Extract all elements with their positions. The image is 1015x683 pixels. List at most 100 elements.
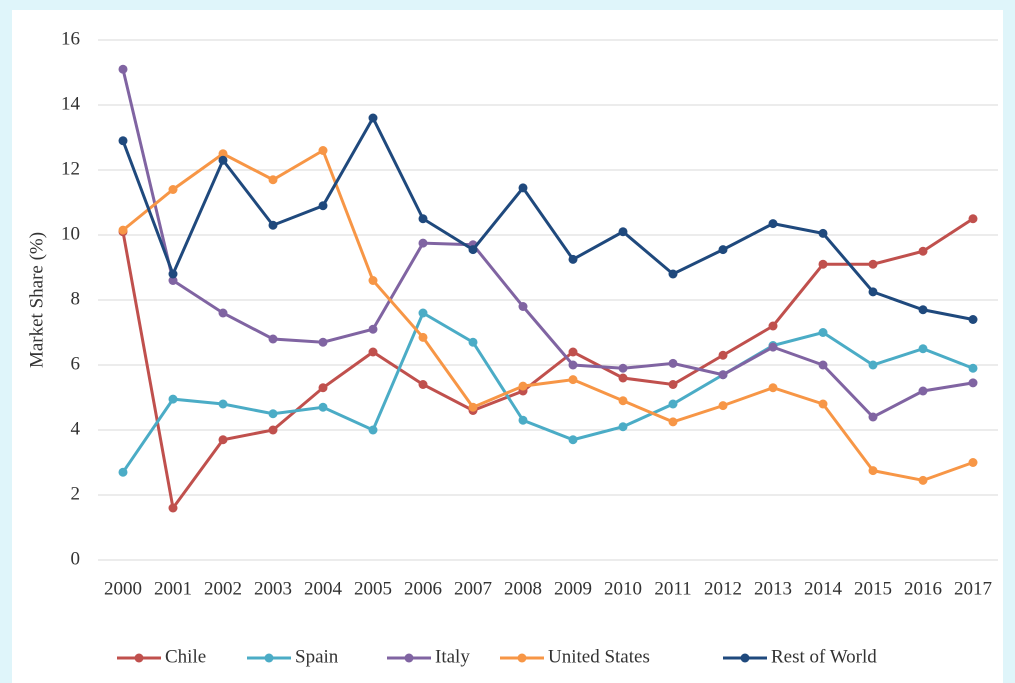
y-tick-label: 12 bbox=[61, 158, 80, 179]
data-point bbox=[518, 302, 528, 311]
data-point bbox=[718, 245, 728, 255]
data-point bbox=[618, 373, 628, 383]
data-point bbox=[568, 435, 578, 445]
data-point bbox=[318, 402, 328, 412]
data-point bbox=[468, 402, 478, 412]
data-point bbox=[818, 228, 828, 238]
data-point bbox=[318, 337, 328, 347]
x-tick-label: 2007 bbox=[454, 578, 492, 599]
x-tick-label: 2006 bbox=[404, 578, 442, 599]
data-point bbox=[968, 214, 978, 224]
data-point bbox=[418, 214, 428, 224]
data-point bbox=[768, 342, 778, 352]
y-tick-label: 16 bbox=[61, 28, 80, 49]
legend-label: Chile bbox=[165, 646, 206, 667]
data-point bbox=[268, 334, 278, 344]
series-line bbox=[121, 114, 974, 321]
y-tick-label: 0 bbox=[71, 548, 81, 569]
x-tick-label: 2001 bbox=[154, 578, 192, 599]
data-point bbox=[168, 276, 178, 285]
chart-area bbox=[12, 10, 1003, 683]
y-tick-label: 6 bbox=[71, 353, 81, 374]
x-tick-label: 2015 bbox=[854, 578, 892, 599]
data-point bbox=[718, 401, 728, 411]
data-point bbox=[918, 386, 928, 396]
data-point bbox=[268, 175, 278, 185]
data-point bbox=[318, 383, 328, 393]
data-point bbox=[118, 467, 128, 477]
data-point bbox=[468, 245, 478, 255]
data-point bbox=[818, 328, 828, 337]
legend-marker bbox=[517, 653, 527, 663]
x-tick-label: 2010 bbox=[604, 578, 642, 599]
data-point bbox=[118, 136, 128, 146]
x-tick-label: 2011 bbox=[654, 578, 691, 599]
data-point bbox=[268, 425, 278, 435]
data-point bbox=[668, 269, 678, 279]
data-point bbox=[168, 269, 178, 279]
series-line bbox=[121, 68, 974, 419]
data-point bbox=[618, 363, 628, 373]
x-tick-label: 2005 bbox=[354, 578, 392, 599]
data-point bbox=[968, 378, 978, 388]
data-point bbox=[968, 363, 978, 373]
data-point bbox=[868, 287, 878, 297]
data-point bbox=[668, 380, 678, 389]
legend-marker bbox=[134, 653, 144, 663]
legend-marker bbox=[404, 653, 414, 663]
legend-marker bbox=[740, 653, 750, 663]
data-point bbox=[918, 246, 928, 256]
data-point bbox=[968, 458, 978, 467]
legend-label: United States bbox=[548, 646, 650, 667]
data-point bbox=[918, 305, 928, 315]
data-point bbox=[868, 360, 878, 370]
data-point bbox=[218, 149, 228, 159]
data-point bbox=[568, 360, 578, 370]
x-tick-label: 2004 bbox=[304, 578, 343, 599]
legend-marker bbox=[264, 653, 274, 663]
data-point bbox=[518, 381, 528, 391]
data-point bbox=[818, 360, 828, 370]
data-point bbox=[418, 308, 428, 318]
data-point bbox=[218, 308, 228, 318]
y-tick-label: 10 bbox=[61, 223, 80, 244]
data-point bbox=[768, 383, 778, 393]
data-point bbox=[318, 201, 328, 211]
x-tick-label: 2003 bbox=[254, 578, 292, 599]
x-tick-label: 2014 bbox=[804, 578, 843, 599]
data-point bbox=[618, 227, 628, 237]
series-line bbox=[121, 310, 974, 474]
data-point bbox=[768, 219, 778, 229]
data-point bbox=[618, 422, 628, 432]
data-point bbox=[568, 375, 578, 385]
y-tick-label: 14 bbox=[61, 93, 81, 114]
data-point bbox=[718, 350, 728, 360]
data-point bbox=[718, 370, 728, 380]
data-point bbox=[418, 332, 428, 342]
data-point bbox=[118, 64, 128, 74]
x-tick-label: 2016 bbox=[904, 578, 942, 599]
data-point bbox=[368, 276, 378, 285]
data-point bbox=[818, 259, 828, 269]
data-point bbox=[368, 347, 378, 357]
data-point bbox=[418, 238, 428, 248]
data-point bbox=[668, 399, 678, 409]
y-tick-label: 8 bbox=[71, 288, 81, 309]
legend-label: Rest of World bbox=[771, 646, 877, 667]
data-point bbox=[118, 225, 128, 235]
x-tick-label: 2012 bbox=[704, 578, 742, 599]
data-point bbox=[368, 113, 378, 123]
y-axis-label: Market Share (%) bbox=[26, 232, 47, 368]
data-point bbox=[268, 409, 278, 419]
data-point bbox=[368, 425, 378, 435]
data-point bbox=[218, 435, 228, 445]
x-tick-label: 2017 bbox=[954, 578, 992, 599]
y-tick-label: 2 bbox=[71, 483, 81, 504]
data-point bbox=[618, 396, 628, 406]
data-point bbox=[168, 503, 178, 513]
x-tick-label: 2013 bbox=[754, 578, 792, 599]
x-tick-label: 2000 bbox=[104, 578, 142, 599]
data-point bbox=[968, 315, 978, 324]
